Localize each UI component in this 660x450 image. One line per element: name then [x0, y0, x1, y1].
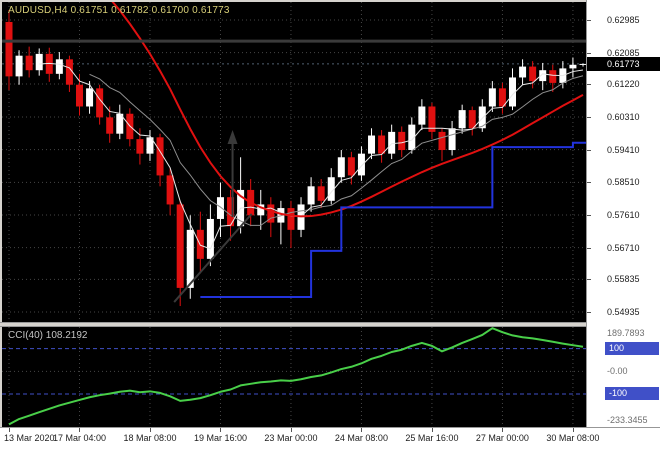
time-axis-tick — [9, 428, 10, 432]
pane-divider[interactable] — [0, 322, 586, 327]
price-axis-label: 0.57610 — [607, 209, 640, 220]
cci-max-label: 189.7893 — [607, 328, 645, 338]
ma-white-line — [39, 62, 584, 250]
time-axis-label: 17 Mar 04:00 — [52, 433, 107, 443]
price-axis-tick — [587, 279, 591, 281]
ma-silver-line — [89, 73, 584, 226]
cci-min-label: -233.3455 — [607, 415, 648, 425]
price-axis-tick — [587, 247, 591, 249]
time-axis-tick — [431, 428, 433, 432]
trendline-drawing[interactable] — [173, 213, 253, 303]
main-grid — [2, 2, 586, 322]
cci-canvas[interactable] — [2, 327, 586, 427]
time-axis-label: 19 Mar 16:00 — [193, 433, 247, 443]
current-price-tag: 0.61773 — [587, 57, 660, 71]
time-axis-tick — [220, 428, 222, 432]
main-chart-pane[interactable]: AUDUSD,H4 0.61751 0.61782 0.61700 0.6177… — [2, 2, 586, 322]
cci-indicator-label: CCI(40) 108.2192 — [8, 330, 88, 341]
price-axis-label: 0.61220 — [607, 78, 640, 89]
price-axis-label: 0.60310 — [607, 112, 640, 122]
price-axis-tick — [587, 182, 591, 184]
time-axis-label: 24 Mar 08:00 — [334, 433, 388, 443]
cci-zero-label: -0.00 — [607, 366, 628, 376]
time-axis[interactable]: 13 Mar 2020 17 Mar 04:00 18 Mar 08:00 19 Ma… — [0, 427, 660, 450]
price-axis-label: 0.62985 — [607, 14, 640, 25]
time-axis-tick — [149, 428, 151, 432]
price-axis-label: 0.56710 — [607, 242, 640, 253]
candles-layer — [5, 9, 586, 307]
arrow-head-icon — [227, 130, 238, 145]
price-axis-label: 0.59410 — [607, 144, 640, 155]
price-axis-label: 0.55835 — [607, 274, 640, 285]
ma-red-line — [111, 2, 584, 218]
time-axis-tick — [361, 428, 363, 432]
price-axis-tick — [587, 149, 591, 151]
price-axis[interactable]: 0.61773 189.7893 100 -0.00 -100 -233.345… — [586, 0, 660, 427]
price-axis-tick — [587, 19, 591, 21]
time-axis-tick — [502, 428, 504, 432]
symbol-ohlc-label: AUDUSD,H4 0.61751 0.61782 0.61700 0.6177… — [8, 5, 230, 16]
price-axis-tick — [587, 117, 591, 118]
time-axis-label: 27 Mar 00:00 — [475, 433, 529, 443]
time-axis-label: 25 Mar 16:00 — [405, 433, 459, 443]
main-chart-canvas[interactable] — [2, 2, 586, 322]
cci-upper-level-label: 100 — [605, 342, 659, 355]
price-axis-label: 0.58510 — [607, 177, 640, 188]
price-axis-tick — [587, 312, 591, 314]
price-axis-tick — [587, 83, 591, 85]
blue-step-line — [200, 141, 586, 298]
time-axis-tick — [79, 428, 81, 432]
cci-line — [8, 327, 584, 426]
price-axis-tick — [587, 52, 591, 54]
price-axis-label: 0.62085 — [607, 47, 640, 58]
cci-indicator-pane[interactable]: CCI(40) 108.2192 — [2, 327, 586, 427]
time-axis-tick — [290, 428, 292, 432]
time-axis-label: 23 Mar 00:00 — [264, 433, 318, 443]
time-axis-label: 30 Mar 08:00 — [546, 433, 600, 443]
cci-lower-level-label: -100 — [605, 387, 659, 400]
price-axis-label: 0.54935 — [607, 307, 640, 318]
time-axis-label: 18 Mar 08:00 — [123, 433, 177, 443]
time-axis-tick — [572, 428, 574, 432]
time-axis-label: 13 Mar 2020 — [4, 433, 55, 443]
price-axis-tick — [587, 214, 591, 216]
